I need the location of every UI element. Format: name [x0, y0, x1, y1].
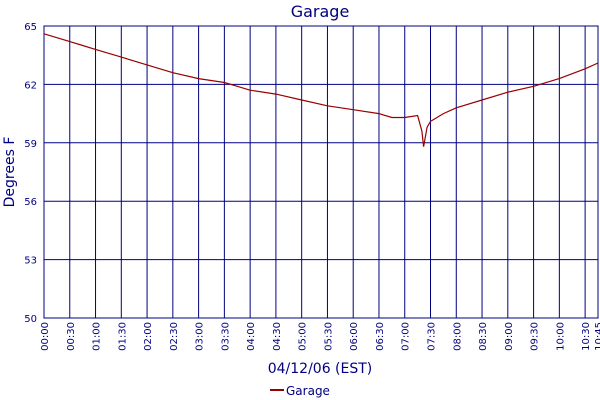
x-tick-label: 09:00 [504, 322, 515, 351]
x-axis-ticks: 00:00 00:30 01:00 01:30 02:00 02:30 03:00 03:30… [40, 322, 600, 351]
x-tick-label: 01:00 [92, 322, 103, 351]
x-tick-label: 06:00 [349, 322, 360, 351]
x-tick-label: 06:30 [375, 322, 386, 351]
series-line-garage [43, 33, 599, 147]
x-tick-label: 04:00 [246, 322, 257, 351]
x-tick-label: 04:30 [272, 322, 283, 351]
legend-label-garage: Garage [286, 384, 330, 398]
y-tick-label: 53 [24, 256, 37, 267]
legend: Garage [270, 384, 330, 398]
x-tick-label: 07:30 [427, 322, 438, 351]
y-tick-label: 65 [24, 22, 37, 33]
x-tick-label: 02:00 [143, 322, 154, 351]
x-tick-label: 08:30 [478, 322, 489, 351]
x-tick-label: 05:30 [323, 322, 334, 351]
x-tick-label: 10:45 [594, 322, 600, 351]
x-tick-label: 09:30 [530, 322, 541, 351]
y-tick-label: 56 [24, 197, 37, 208]
series-layer [43, 33, 599, 147]
x-tick-label: 02:30 [169, 322, 180, 351]
x-tick-label: 03:30 [220, 322, 231, 351]
y-tick-label: 50 [24, 314, 37, 325]
x-axis-label: 04/12/06 (EST) [268, 361, 373, 377]
x-tick-label: 00:00 [40, 322, 51, 351]
chart-title: Garage [291, 2, 350, 21]
x-tick-label: 08:00 [452, 322, 463, 351]
y-tick-label: 59 [24, 139, 37, 150]
grid [43, 25, 599, 319]
x-tick-label: 01:30 [117, 322, 128, 351]
y-axis-label: Degrees F [2, 137, 18, 208]
x-tick-label: 05:00 [298, 322, 309, 351]
x-tick-label: 10:00 [555, 322, 566, 351]
y-axis-ticks: 50 53 56 59 62 65 [24, 22, 37, 325]
x-tick-label: 00:30 [66, 322, 77, 351]
y-tick-label: 62 [24, 80, 37, 91]
x-tick-label: 03:00 [195, 322, 206, 351]
x-tick-label: 07:00 [401, 322, 412, 351]
x-tick-label: 10:30 [581, 322, 592, 351]
plot-area-border [43, 25, 599, 319]
